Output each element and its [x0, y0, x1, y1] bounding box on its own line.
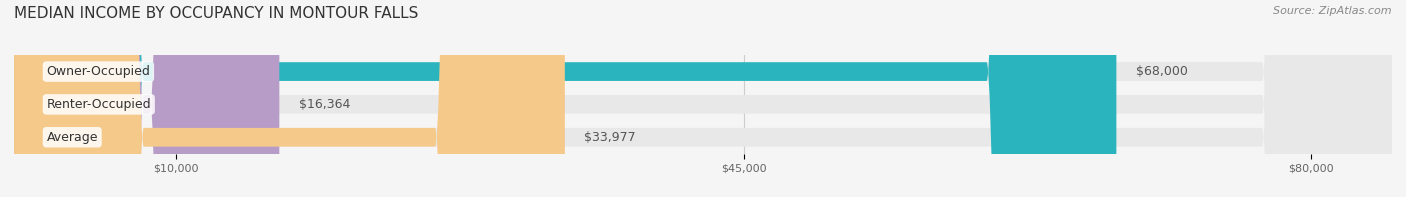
- Text: $16,364: $16,364: [299, 98, 350, 111]
- FancyBboxPatch shape: [14, 0, 1392, 197]
- Text: Source: ZipAtlas.com: Source: ZipAtlas.com: [1274, 6, 1392, 16]
- FancyBboxPatch shape: [14, 0, 1116, 197]
- FancyBboxPatch shape: [14, 0, 1392, 197]
- FancyBboxPatch shape: [14, 0, 1392, 197]
- Text: MEDIAN INCOME BY OCCUPANCY IN MONTOUR FALLS: MEDIAN INCOME BY OCCUPANCY IN MONTOUR FA…: [14, 6, 419, 21]
- Text: Average: Average: [46, 131, 98, 144]
- FancyBboxPatch shape: [14, 0, 280, 197]
- Text: Renter-Occupied: Renter-Occupied: [46, 98, 150, 111]
- FancyBboxPatch shape: [14, 0, 565, 197]
- Text: Owner-Occupied: Owner-Occupied: [46, 65, 150, 78]
- Text: $68,000: $68,000: [1136, 65, 1188, 78]
- Text: $33,977: $33,977: [585, 131, 636, 144]
